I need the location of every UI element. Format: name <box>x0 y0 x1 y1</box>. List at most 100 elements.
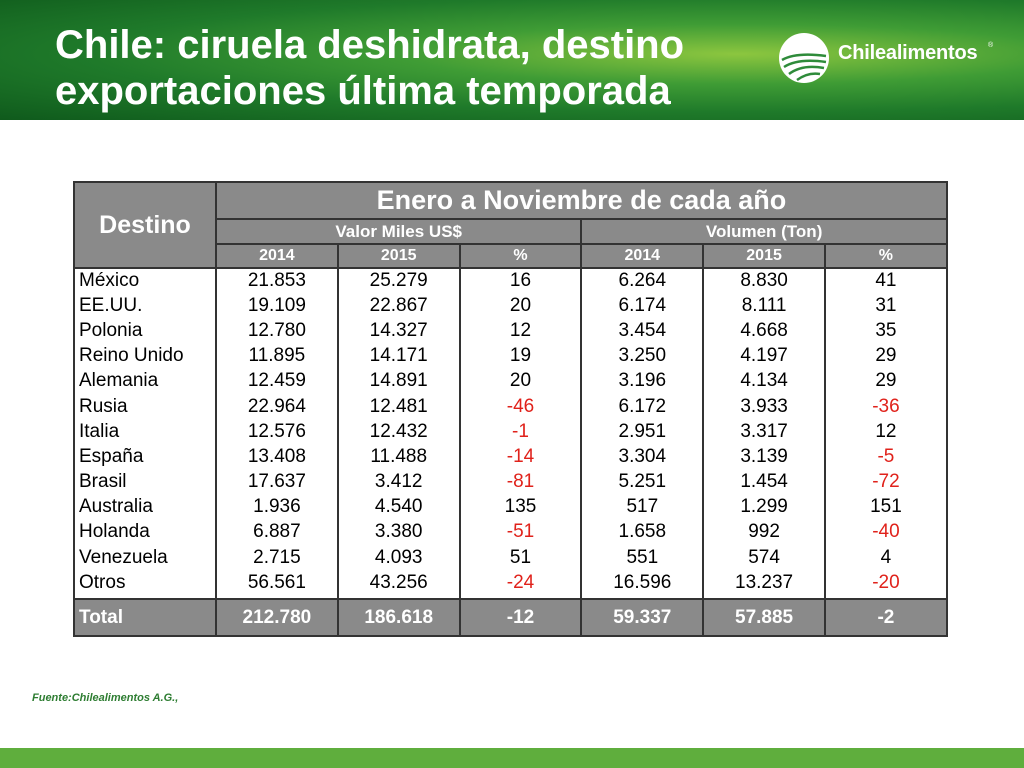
table-row: Brasil 17.637 3.412 -81 5.251 1.454 -72 <box>73 469 948 495</box>
total-volume-2014: 59.337 <box>580 598 705 638</box>
volume-pct: -36 <box>823 393 948 420</box>
total-label: Total <box>73 598 217 638</box>
volume-2014: 16.596 <box>580 570 705 596</box>
table-row: Holanda 6.887 3.380 -51 1.658 992 -40 <box>73 519 948 546</box>
volume-2014: 2.951 <box>580 419 705 445</box>
value-2015: 12.432 <box>336 419 461 445</box>
value-2014: 11.895 <box>215 343 339 369</box>
table-row: España 13.408 11.488 -14 3.304 3.139 -5 <box>73 444 948 470</box>
destination-name: Venezuela <box>73 545 217 571</box>
volume-pct: 41 <box>823 268 948 294</box>
total-volume-pct: -2 <box>823 598 948 638</box>
logo-registered-mark: ® <box>988 42 994 49</box>
volume-2015: 1.454 <box>702 469 826 495</box>
value-2015: 11.488 <box>336 444 461 470</box>
destination-name: México <box>73 268 217 294</box>
footer-bar <box>0 748 1024 768</box>
destination-name: Brasil <box>73 469 217 495</box>
year-header: 2014 <box>580 243 705 269</box>
volume-2014: 3.250 <box>580 343 705 369</box>
value-2015: 14.891 <box>336 368 461 394</box>
value-2015: 43.256 <box>336 570 461 596</box>
destination-name: España <box>73 444 217 470</box>
value-2014: 22.964 <box>215 393 339 420</box>
destination-name: Holanda <box>73 519 217 546</box>
table-row: Reino Unido 11.895 14.171 19 3.250 4.197 29 <box>73 343 948 369</box>
value-2015: 4.540 <box>336 494 461 520</box>
value-group-header: Valor Miles US$ <box>214 218 583 245</box>
volume-pct: 151 <box>823 494 948 520</box>
value-2014: 21.853 <box>215 268 339 294</box>
value-2014: 17.637 <box>215 469 339 495</box>
destination-name: EE.UU. <box>73 293 217 319</box>
volume-2015: 1.299 <box>702 494 826 520</box>
total-value-2015: 186.618 <box>336 598 461 638</box>
chilealimentos-logo: Chilealimentos ® <box>776 30 996 86</box>
destination-name: Reino Unido <box>73 343 217 369</box>
value-2015: 3.412 <box>336 469 461 495</box>
value-pct: 12 <box>458 318 583 344</box>
value-pct: -51 <box>458 519 583 546</box>
volume-group-header: Volumen (Ton) <box>580 218 948 245</box>
destination-name: Australia <box>73 494 217 520</box>
volume-pct: -20 <box>823 570 948 596</box>
page-title: Chile: ciruela deshidrata, destino expor… <box>55 23 685 113</box>
value-2015: 14.327 <box>336 318 461 344</box>
volume-2015: 3.139 <box>702 444 826 470</box>
volume-pct: 35 <box>823 318 948 344</box>
table-body: México 21.853 25.279 16 6.264 8.830 41 EE.UU. 19… <box>73 268 948 601</box>
volume-pct: 29 <box>823 368 948 394</box>
value-pct: 20 <box>458 368 583 394</box>
volume-pct: 29 <box>823 343 948 369</box>
total-value-2014: 212.780 <box>215 598 339 638</box>
table-row: Rusia 22.964 12.481 -46 6.172 3.933 -36 <box>73 393 948 420</box>
value-pct: -81 <box>458 469 583 495</box>
destino-header: Destino <box>73 181 217 269</box>
source-note: Fuente:Chilealimentos A.G., <box>32 692 179 704</box>
table-row: México 21.853 25.279 16 6.264 8.830 41 <box>73 268 948 294</box>
volume-2015: 3.317 <box>702 419 826 445</box>
volume-2014: 517 <box>580 494 705 520</box>
volume-pct: -40 <box>823 519 948 546</box>
volume-2015: 4.197 <box>702 343 826 369</box>
value-pct: 19 <box>458 343 583 369</box>
table-row: Australia 1.936 4.540 135 517 1.299 151 <box>73 494 948 520</box>
value-2014: 12.576 <box>215 419 339 445</box>
year-header: 2014 <box>215 243 339 269</box>
table-row: Italia 12.576 12.432 -1 2.951 3.317 12 <box>73 419 948 445</box>
year-header: 2015 <box>702 243 826 269</box>
value-2015: 4.093 <box>336 545 461 571</box>
volume-pct: 31 <box>823 293 948 319</box>
volume-2014: 3.454 <box>580 318 705 344</box>
volume-pct: -72 <box>823 469 948 495</box>
volume-2014: 6.172 <box>580 393 705 420</box>
value-pct: -24 <box>458 570 583 596</box>
volume-2015: 3.933 <box>702 393 826 420</box>
row-spacer <box>73 595 948 601</box>
volume-2014: 5.251 <box>580 469 705 495</box>
volume-2014: 6.174 <box>580 293 705 319</box>
destination-name: Otros <box>73 570 217 596</box>
destination-name: Rusia <box>73 393 217 420</box>
value-2014: 2.715 <box>215 545 339 571</box>
value-pct: -46 <box>458 393 583 420</box>
percent-header: % <box>458 243 583 269</box>
header-banner: Chile: ciruela deshidrata, destino expor… <box>0 0 1024 120</box>
value-2014: 12.780 <box>215 318 339 344</box>
value-pct: -14 <box>458 444 583 470</box>
value-2015: 3.380 <box>336 519 461 546</box>
volume-2014: 6.264 <box>580 268 705 294</box>
volume-2014: 1.658 <box>580 519 705 546</box>
volume-pct: 4 <box>823 545 948 571</box>
total-volume-2015: 57.885 <box>702 598 826 638</box>
year-header: 2015 <box>336 243 461 269</box>
value-2015: 12.481 <box>336 393 461 420</box>
exports-table: Destino Enero a Noviembre de cada año Va… <box>73 181 948 638</box>
value-2014: 19.109 <box>215 293 339 319</box>
volume-2014: 3.196 <box>580 368 705 394</box>
period-header: Enero a Noviembre de cada año <box>215 181 948 220</box>
value-2015: 22.867 <box>336 293 461 319</box>
table-row: Alemania 12.459 14.891 20 3.196 4.134 29 <box>73 368 948 394</box>
destination-name: Italia <box>73 419 217 445</box>
value-2014: 56.561 <box>215 570 339 596</box>
